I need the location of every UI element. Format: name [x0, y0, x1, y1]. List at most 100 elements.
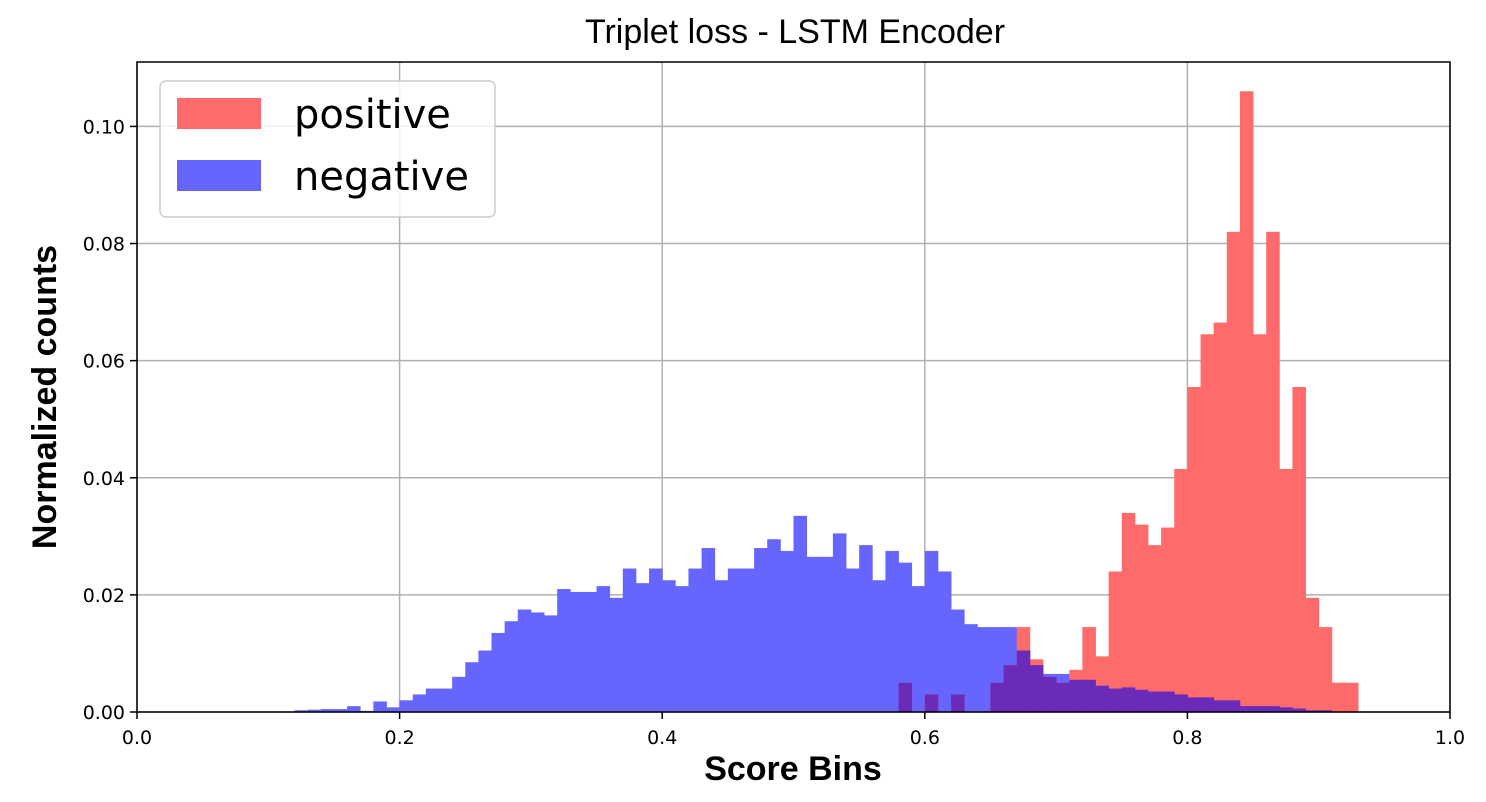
bar-negative	[320, 709, 335, 712]
bar-overlap	[1226, 700, 1241, 712]
bar-negative	[399, 700, 414, 712]
bar-negative	[924, 550, 939, 712]
bar-positive	[1200, 334, 1215, 712]
bar-negative	[583, 591, 597, 712]
bar-negative	[622, 568, 637, 712]
bar-negative	[951, 609, 965, 712]
bar-overlap	[1200, 697, 1215, 712]
bar-positive	[1213, 322, 1228, 712]
legend-label-positive: positive	[294, 92, 451, 138]
bar-negative	[386, 707, 400, 712]
x-tick-label: 0.2	[384, 727, 414, 749]
bar-negative	[872, 580, 886, 712]
bar-overlap	[1174, 694, 1188, 712]
bar-negative	[491, 632, 506, 712]
bar-overlap	[951, 694, 965, 712]
bar-positive	[1174, 468, 1188, 712]
bar-negative	[740, 568, 755, 712]
bar-negative	[294, 710, 309, 712]
bar-negative	[885, 550, 899, 712]
y-tick-label: 0.00	[83, 702, 125, 724]
x-tick-label: 0.0	[122, 727, 152, 749]
y-tick-label: 0.06	[83, 351, 125, 373]
legend: positive negative	[159, 80, 496, 218]
bar-overlap	[1253, 706, 1267, 712]
bar-positive	[1279, 468, 1293, 712]
y-axis-label: Normalized counts	[26, 245, 64, 549]
bar-negative	[452, 676, 466, 712]
bar-positive	[1266, 231, 1280, 712]
bar-negative	[570, 591, 584, 712]
bar-negative	[609, 597, 624, 712]
bars-negative	[294, 515, 1333, 712]
bars-positive	[898, 91, 1359, 712]
bar-negative	[347, 706, 361, 712]
chart-title: Triplet loss - LSTM Encoder	[585, 13, 1005, 51]
bar-overlap	[1003, 665, 1018, 712]
bar-positive	[1292, 387, 1306, 712]
bar-overlap	[1016, 650, 1031, 712]
x-ticks: 0.0 0.2 0.4 0.6 0.8 1.0	[122, 712, 1465, 749]
bar-negative	[544, 615, 558, 712]
bar-overlap	[1029, 665, 1044, 712]
bar-positive	[1187, 387, 1201, 712]
bar-negative	[780, 550, 794, 712]
bar-negative	[504, 621, 519, 712]
bar-overlap	[1239, 706, 1254, 712]
bar-overlap	[1213, 700, 1228, 712]
legend-swatch-negative	[177, 160, 261, 191]
bar-negative	[596, 586, 611, 712]
bar-negative	[937, 571, 952, 712]
bar-overlap	[1056, 682, 1070, 712]
bar-negative	[898, 562, 913, 712]
legend-label-negative: negative	[294, 154, 469, 200]
bar-positive	[1161, 527, 1175, 712]
bar-negative	[754, 548, 768, 712]
bar-negative	[557, 589, 571, 712]
bar-overlap	[1108, 688, 1123, 712]
bar-negative	[373, 701, 387, 712]
bar-overlap	[1305, 710, 1320, 712]
bar-negative	[859, 545, 873, 712]
y-tick-label: 0.10	[83, 116, 125, 138]
bar-negative	[846, 568, 860, 712]
bar-negative	[675, 586, 689, 712]
bar-overlap	[1148, 691, 1162, 712]
bar-negative	[478, 650, 492, 712]
bar-negative	[438, 688, 453, 712]
bar-positive	[1318, 627, 1333, 712]
bar-overlap	[924, 694, 939, 712]
bar-negative	[465, 662, 479, 712]
bar-negative	[662, 580, 676, 712]
bar-negative	[307, 709, 322, 712]
bar-negative	[530, 612, 545, 712]
bar-positive	[1344, 682, 1359, 712]
bar-overlap	[1187, 697, 1201, 712]
x-tick-label: 0.6	[910, 727, 940, 749]
bar-overlap	[1134, 689, 1149, 712]
x-tick-label: 1.0	[1435, 727, 1465, 749]
bar-overlap	[1266, 706, 1280, 712]
bar-overlap	[990, 682, 1004, 712]
bar-negative	[911, 586, 926, 712]
bar-negative	[964, 624, 978, 712]
bars-overlap	[898, 650, 1333, 712]
bar-positive	[1226, 231, 1241, 712]
bar-overlap	[1082, 679, 1096, 712]
bar-negative	[635, 583, 650, 712]
y-tick-label: 0.02	[83, 585, 125, 607]
bar-negative	[701, 548, 716, 712]
bar-negative	[517, 609, 532, 712]
bar-overlap	[1042, 676, 1057, 712]
bar-negative	[806, 556, 821, 712]
bar-negative	[793, 515, 808, 712]
bar-overlap	[1121, 687, 1136, 712]
y-tick-label: 0.04	[83, 468, 125, 490]
y-ticks: 0.00 0.02 0.04 0.06 0.08 0.10	[83, 116, 137, 724]
bar-positive	[1121, 512, 1136, 712]
bar-overlap	[1095, 685, 1110, 712]
bar-negative	[649, 568, 663, 712]
bar-overlap	[898, 682, 913, 712]
plot-frame	[136, 61, 1451, 713]
